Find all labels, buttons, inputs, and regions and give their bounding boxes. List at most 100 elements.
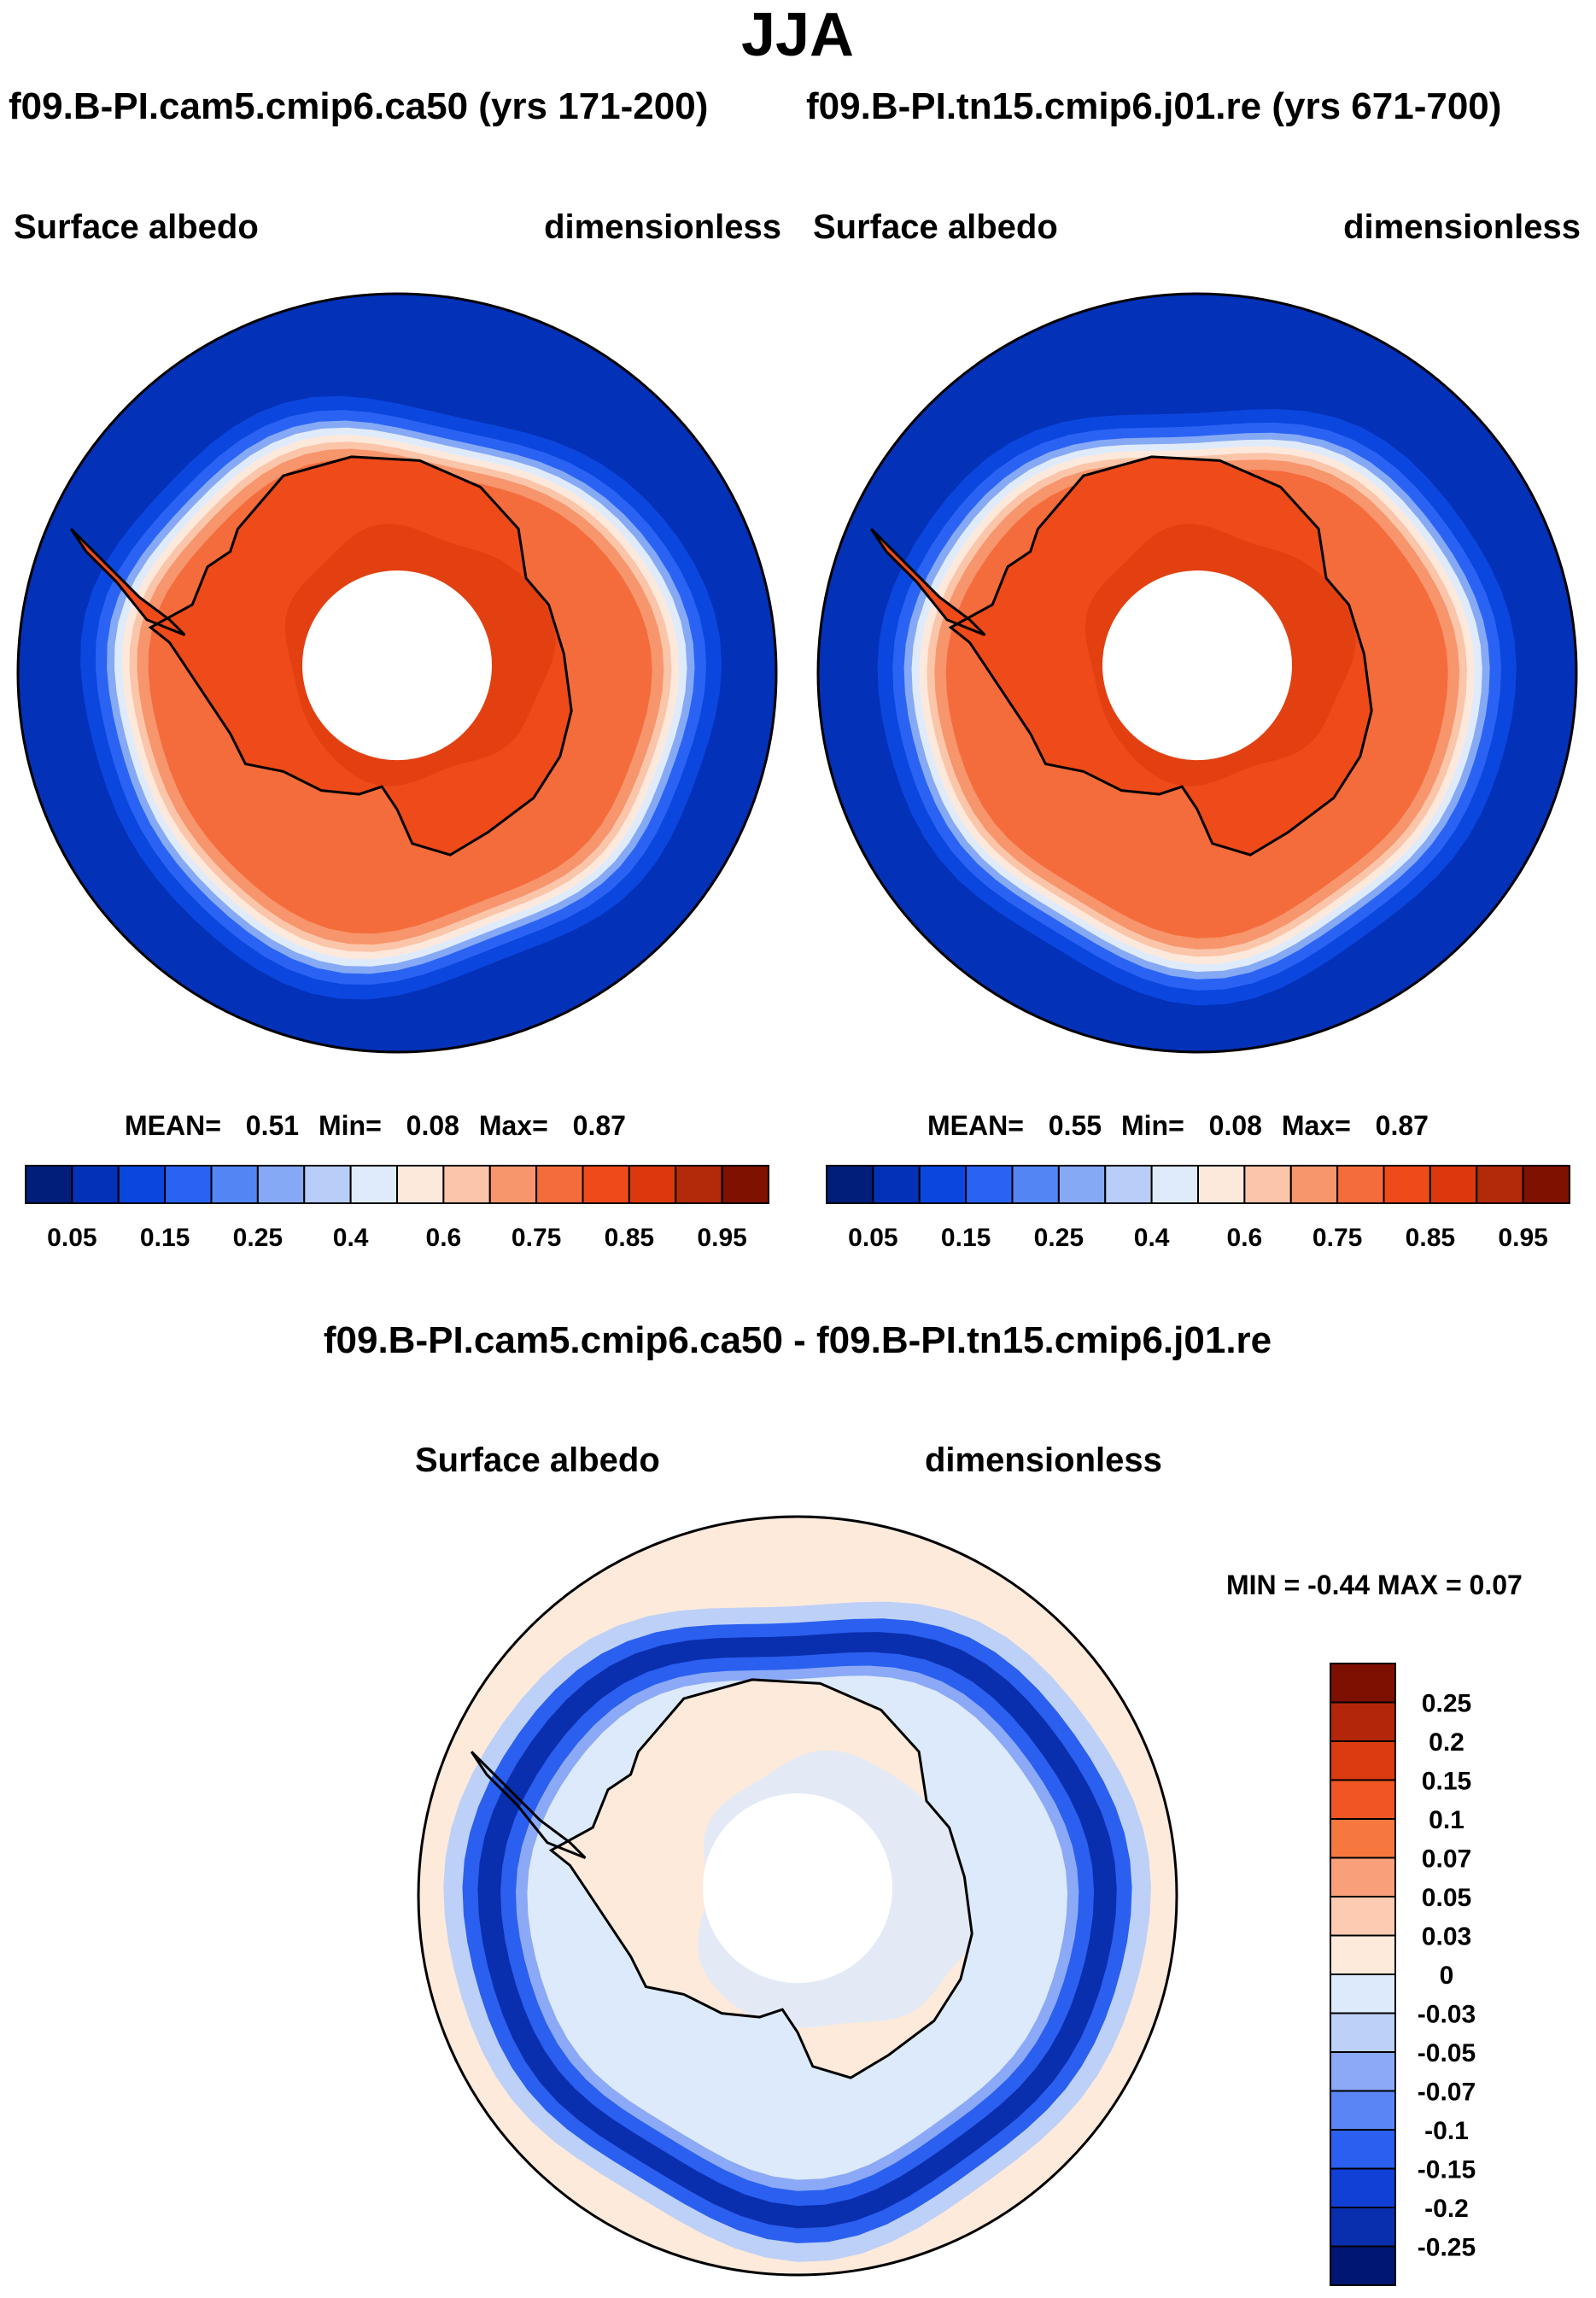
peninsula-coastline <box>69 528 186 636</box>
panel2-variable-label: Surface albedo <box>813 208 1058 246</box>
map-field <box>418 1517 1177 2275</box>
polar-hole <box>1102 570 1292 761</box>
cbar2-tick-label: 0.25 <box>1034 1224 1084 1252</box>
cbar1-tick-label: 0.15 <box>140 1224 190 1252</box>
peninsula-coastline <box>869 528 986 636</box>
cbar2-box-0 <box>826 1165 874 1204</box>
cbar2-box-5 <box>1057 1165 1107 1204</box>
cbar2-box-8 <box>1197 1165 1246 1204</box>
cbar1-tick-label: 0.6 <box>426 1224 462 1252</box>
cbar2-box-14 <box>1476 1165 1524 1204</box>
cbar2-box-4 <box>1011 1165 1060 1204</box>
panel2-min-value: 0.08 <box>1208 1110 1262 1141</box>
diff-cbar-box-15 <box>1330 2245 1396 2286</box>
map-panel-1 <box>16 292 778 1054</box>
colorbar-panel-2: 0.05 0.15 0.25 0.4 0.6 0.75 0.85 0.95 <box>826 1165 1570 1252</box>
cbar2-box-2 <box>918 1165 968 1204</box>
diff-min-max: MIN = -0.44 MAX = 0.07 <box>1226 1570 1523 1600</box>
panel2-case-title: f09.B-PI.tn15.cmip6.j01.re (yrs 671-700) <box>806 85 1502 127</box>
diff-cbar-tick-label: -0.15 <box>1418 2156 1476 2184</box>
panel2-max-value: 0.87 <box>1375 1110 1429 1141</box>
cbar2-box-12 <box>1383 1165 1431 1204</box>
cbar2-tick-label: 0.05 <box>848 1224 897 1252</box>
cbar2-tick-label: 0.95 <box>1498 1224 1547 1252</box>
cbar2-box-6 <box>1104 1165 1153 1204</box>
cbar2-tick-label: 0.15 <box>941 1224 991 1252</box>
panel1-stats: MEAN= 0.51 Min= 0.08 Max= 0.87 <box>125 1110 626 1142</box>
map-panel-2 <box>816 292 1578 1054</box>
cbar1-box-8 <box>396 1165 445 1204</box>
cbar1-tick-label: 0.75 <box>512 1224 561 1252</box>
cbar1-box-13 <box>628 1165 677 1204</box>
cbar2-box-1 <box>872 1165 921 1204</box>
diff-cbar-box-8 <box>1330 1973 1396 2014</box>
panel1-mean-value: 0.51 <box>245 1110 300 1141</box>
panel1-case-title: f09.B-PI.cam5.cmip6.ca50 (yrs 171-200) <box>9 85 709 127</box>
colorbar-panel-1: 0.05 0.15 0.25 0.4 0.6 0.75 0.85 0.95 <box>25 1165 769 1252</box>
panel1-min-label: Min= <box>318 1110 382 1141</box>
diff-cbar-box-7 <box>1330 1934 1396 1975</box>
map-border <box>417 1515 1178 2277</box>
diff-cbar-box-11 <box>1330 2090 1396 2131</box>
diff-cbar-tick-label: -0.03 <box>1418 2001 1476 2029</box>
diff-cbar-tick-label: -0.07 <box>1418 2079 1476 2107</box>
cbar1-box-0 <box>25 1165 73 1204</box>
cbar1-box-14 <box>675 1165 723 1204</box>
cbar1-box-3 <box>164 1165 213 1204</box>
polar-hole <box>302 570 492 761</box>
diff-cbar-box-3 <box>1330 1779 1396 1820</box>
diff-cbar-tick-label: 0.2 <box>1429 1728 1464 1757</box>
diff-cbar-tick-label: 0.15 <box>1422 1768 1471 1796</box>
cbar2-box-15 <box>1522 1165 1570 1204</box>
cbar2-tick-label: 0.75 <box>1312 1224 1362 1252</box>
diff-cbar-box-1 <box>1330 1701 1396 1742</box>
cbar1-box-5 <box>256 1165 306 1204</box>
diff-cbar-box-9 <box>1330 2012 1396 2053</box>
cbar1-tick-label: 0.25 <box>233 1224 283 1252</box>
map-field <box>18 294 776 1052</box>
diff-cbar-tick-label: -0.2 <box>1424 2195 1469 2223</box>
cbar1-box-11 <box>535 1165 584 1204</box>
cbar2-box-11 <box>1336 1165 1385 1204</box>
map-border <box>16 292 778 1054</box>
diff-cbar-box-0 <box>1330 1663 1396 1704</box>
figure-title: JJA <box>740 1 855 69</box>
cbar1-box-1 <box>71 1165 120 1204</box>
cbar1-box-9 <box>442 1165 491 1204</box>
diff-title: f09.B-PI.cam5.cmip6.ca50 - f09.B-PI.tn15… <box>323 1319 1272 1361</box>
map-panel-difference <box>417 1515 1178 2277</box>
cbar1-tick-label: 0.4 <box>333 1224 369 1252</box>
diff-cbar-box-12 <box>1330 2129 1396 2170</box>
panel2-mean-label: MEAN= <box>927 1110 1024 1141</box>
cbar2-box-9 <box>1243 1165 1292 1204</box>
panel1-units-label: dimensionless <box>544 208 781 246</box>
map-field <box>818 294 1576 1052</box>
diff-cbar-box-4 <box>1330 1818 1396 1859</box>
cbar2-box-3 <box>965 1165 1014 1204</box>
panel1-min-value: 0.08 <box>406 1110 459 1141</box>
cbar2-tick-label: 0.4 <box>1134 1224 1170 1252</box>
diff-cbar-box-6 <box>1330 1896 1396 1937</box>
cbar1-box-6 <box>303 1165 352 1204</box>
diff-cbar-box-10 <box>1330 2051 1396 2092</box>
coastline <box>548 1678 973 2079</box>
panel2-mean-value: 0.55 <box>1048 1110 1102 1141</box>
cbar2-box-7 <box>1150 1165 1199 1204</box>
panel1-variable-label: Surface albedo <box>14 208 259 246</box>
cbar1-tick-label: 0.85 <box>605 1224 654 1252</box>
cbar1-box-15 <box>721 1165 769 1204</box>
panel2-stats: MEAN= 0.55 Min= 0.08 Max= 0.87 <box>927 1110 1429 1142</box>
cbar1-box-12 <box>582 1165 630 1204</box>
cbar2-tick-label: 0.85 <box>1406 1224 1455 1252</box>
peninsula-coastline <box>470 1751 587 1859</box>
cbar2-tick-label: 0.6 <box>1227 1224 1263 1252</box>
cbar2-box-13 <box>1429 1165 1478 1204</box>
panel1-max-label: Max= <box>478 1110 548 1141</box>
diff-cbar-box-5 <box>1330 1857 1396 1897</box>
panel2-min-label: Min= <box>1120 1110 1184 1141</box>
diff-units-label: dimensionless <box>925 1441 1162 1479</box>
panel2-max-label: Max= <box>1281 1110 1351 1141</box>
diff-cbar-tick-label: -0.25 <box>1418 2234 1476 2262</box>
diff-cbar-box-14 <box>1330 2207 1396 2248</box>
